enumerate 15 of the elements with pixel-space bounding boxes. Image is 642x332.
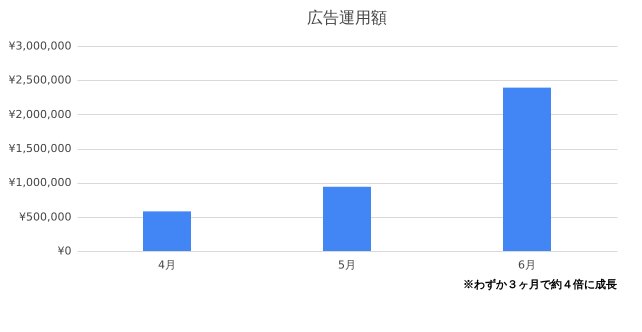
bar — [503, 88, 551, 251]
y-tick-label: ¥1,000,000 — [8, 176, 72, 190]
text: ※わずか３ヶ月で約４倍に成長 — [463, 278, 617, 291]
bar — [143, 211, 191, 251]
y-tick-label: ¥2,000,000 — [8, 108, 72, 121]
y-tick-label: ¥500,000 — [19, 210, 72, 224]
x-tick-label: 4月 — [158, 258, 176, 272]
y-tick-label: ¥2,500,000 — [8, 74, 72, 87]
x-tick-label: 6月 — [518, 258, 536, 272]
y-tick-label: ¥1,500,000 — [8, 142, 72, 155]
y-tick-label: ¥0 — [58, 244, 72, 258]
y-tick-label: ¥3,000,000 — [8, 40, 72, 52]
bar — [323, 186, 371, 251]
x-tick-label: 5月 — [338, 258, 356, 272]
chart-title: 広告運用額 — [307, 8, 387, 27]
